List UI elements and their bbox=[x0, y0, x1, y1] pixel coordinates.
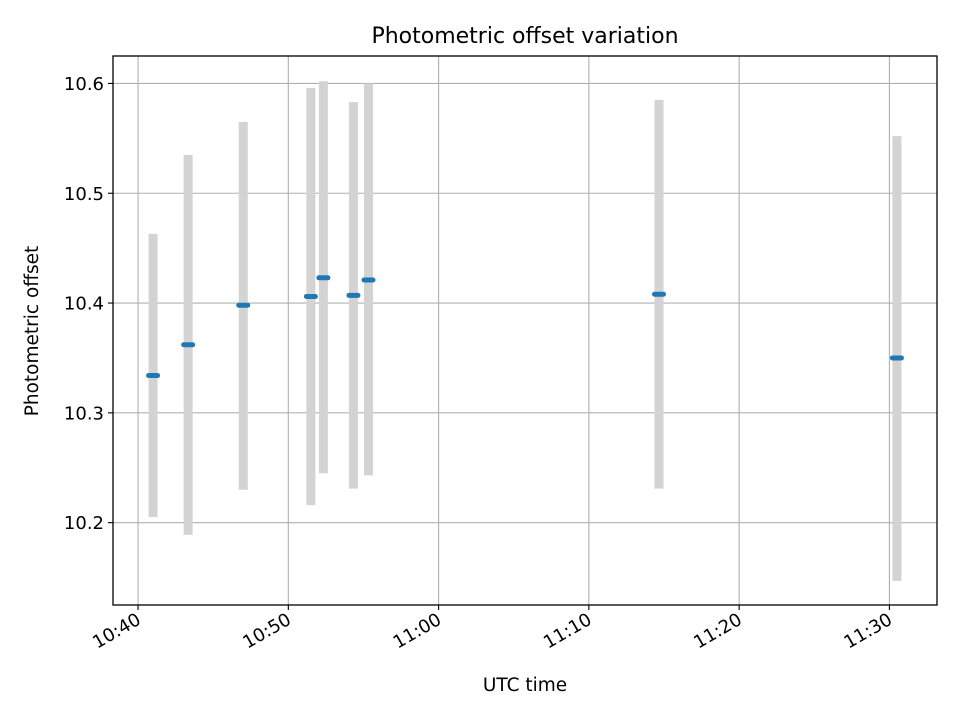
y-tick-label: 10.5 bbox=[64, 184, 104, 205]
y-axis-label: Photometric offset bbox=[22, 246, 43, 417]
plot-frame bbox=[112, 55, 938, 606]
chart-title: Photometric offset variation bbox=[371, 24, 678, 49]
data-points bbox=[146, 275, 904, 379]
y-tick-label: 10.4 bbox=[64, 294, 104, 315]
y-tick-label: 10.6 bbox=[64, 74, 104, 95]
y-tick-label: 10.2 bbox=[64, 513, 104, 534]
y-tick-label: 10.3 bbox=[64, 403, 104, 424]
x-axis-label: UTC time bbox=[483, 675, 567, 696]
grid bbox=[113, 56, 937, 605]
y-axis: 10.2 10.3 10.4 10.5 10.6 bbox=[64, 74, 113, 534]
